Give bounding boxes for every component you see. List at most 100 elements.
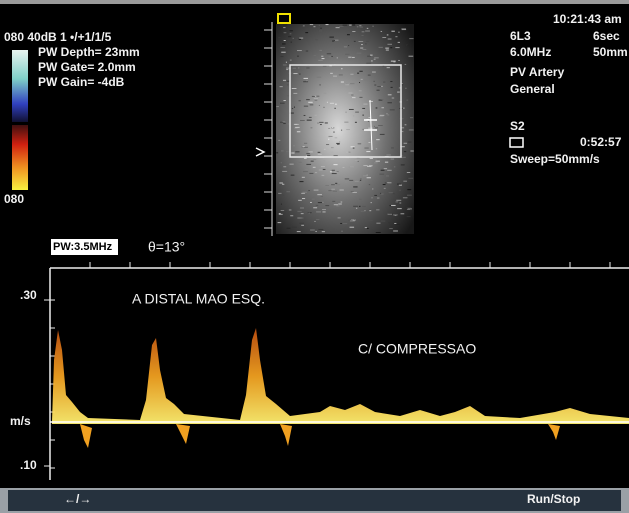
speckle <box>359 27 362 28</box>
speckle <box>410 117 413 118</box>
speckle <box>305 169 308 170</box>
speckle <box>396 200 401 201</box>
speckle <box>357 53 362 54</box>
speckle <box>299 223 304 224</box>
speckle <box>324 149 326 150</box>
speckle <box>329 152 334 153</box>
speckle <box>409 56 414 57</box>
speckle <box>387 170 391 171</box>
speckle <box>402 83 403 84</box>
speckle <box>313 159 316 160</box>
speckle <box>355 122 357 123</box>
speckle <box>353 206 358 207</box>
speckle <box>386 50 389 51</box>
speckle <box>381 31 382 32</box>
speckle <box>280 47 285 48</box>
speckle <box>381 170 385 171</box>
speckle <box>281 204 282 205</box>
speckle <box>379 47 383 48</box>
speckle <box>376 148 377 149</box>
speckle <box>287 84 289 85</box>
scroll-button[interactable]: ←/→ <box>64 492 91 506</box>
speckle <box>323 66 327 67</box>
pw-gate: PW Gate= 2.0mm <box>38 60 136 74</box>
speckle <box>403 181 407 182</box>
speckle <box>309 117 312 118</box>
speckle <box>336 27 340 28</box>
speckle <box>366 63 371 64</box>
speckle <box>283 166 286 167</box>
speckle <box>407 172 410 173</box>
speckle <box>341 130 342 131</box>
speckle <box>381 99 384 100</box>
speckle <box>308 190 309 191</box>
speckle <box>289 164 293 165</box>
speckle <box>319 105 320 106</box>
speckle <box>278 222 282 223</box>
speckle <box>378 125 383 126</box>
speckle <box>376 209 379 210</box>
speckle <box>341 202 343 203</box>
speckle <box>398 42 400 43</box>
speckle <box>388 94 392 95</box>
speckle <box>310 202 312 203</box>
speckle <box>321 196 323 197</box>
speckle <box>386 113 387 114</box>
speckle <box>351 191 354 192</box>
speckle <box>319 122 323 123</box>
speckle <box>309 151 313 152</box>
speckle <box>306 164 311 165</box>
speckle <box>380 193 381 194</box>
run-stop-button[interactable]: Run/Stop <box>527 492 580 506</box>
speckle <box>283 64 287 65</box>
speckle <box>292 88 297 89</box>
speckle <box>363 104 367 105</box>
speckle <box>304 78 309 79</box>
speckle <box>391 31 394 32</box>
speckle <box>301 213 304 214</box>
speckle <box>376 139 379 140</box>
speckle <box>402 29 406 30</box>
speckle <box>371 202 372 203</box>
speckle <box>307 120 312 121</box>
speckle <box>282 184 284 185</box>
speckle <box>320 84 321 85</box>
speckle <box>318 60 322 61</box>
speckle <box>323 160 325 161</box>
color-bar-bottom <box>12 125 28 190</box>
speckle <box>360 110 364 111</box>
speckle <box>388 183 391 184</box>
speckle <box>301 193 305 194</box>
speckle <box>276 152 278 153</box>
speckle <box>367 228 369 229</box>
speckle <box>401 164 405 165</box>
speckle <box>304 106 308 107</box>
speckle <box>349 180 353 181</box>
speckle <box>346 152 350 153</box>
speckle <box>283 24 287 25</box>
speckle <box>316 211 321 212</box>
speckle <box>315 115 317 116</box>
speckle <box>365 31 370 32</box>
speckle <box>364 210 366 211</box>
speckle <box>362 115 364 116</box>
speckle <box>328 128 330 129</box>
speckle <box>316 219 319 220</box>
speckle <box>388 214 392 215</box>
speckle <box>369 210 371 211</box>
speckle <box>401 157 405 158</box>
speckle <box>385 162 388 163</box>
speckle <box>353 186 357 187</box>
speckle <box>391 159 395 160</box>
speckle <box>315 172 317 173</box>
speckle <box>297 131 301 132</box>
speckle <box>322 211 325 212</box>
speckle <box>343 167 345 168</box>
speckle <box>349 167 353 168</box>
speckle <box>358 143 362 144</box>
speckle <box>310 127 312 128</box>
speckle <box>332 170 335 171</box>
speckle <box>341 68 342 69</box>
speckle <box>288 73 293 74</box>
speckle <box>354 41 356 42</box>
